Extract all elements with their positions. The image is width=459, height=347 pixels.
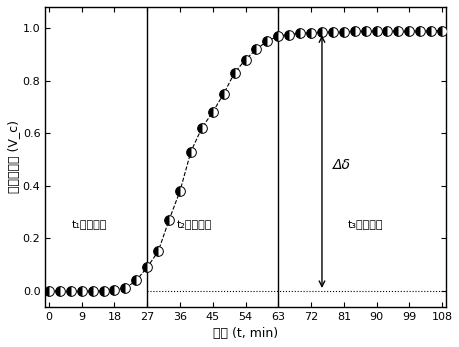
- Y-axis label: 晶体相含量 (V_c): 晶体相含量 (V_c): [7, 120, 20, 193]
- Text: t₃：长大期: t₃：长大期: [347, 220, 382, 230]
- Text: t₁：孕育期: t₁：孕育期: [71, 220, 106, 230]
- Text: Δδ: Δδ: [332, 158, 350, 172]
- Text: t₂：形核期: t₂：形核期: [177, 220, 212, 230]
- X-axis label: 时间 (t, min): 时间 (t, min): [213, 327, 278, 340]
